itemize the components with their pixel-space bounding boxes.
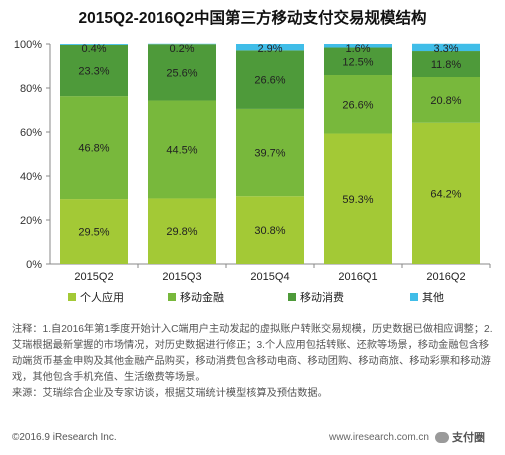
bar-segment xyxy=(324,44,392,48)
bar-segment xyxy=(412,43,480,52)
legend-label: 移动消费 xyxy=(300,290,344,304)
data-label: 59.3% xyxy=(342,194,373,206)
y-tick-label: 20% xyxy=(20,215,42,227)
legend-label: 个人应用 xyxy=(80,290,124,304)
data-label: 23.3% xyxy=(78,66,109,78)
data-label: 12.5% xyxy=(342,56,373,68)
y-tick-label: 0% xyxy=(26,259,42,271)
bar-segment xyxy=(324,133,392,264)
bar-segment xyxy=(412,122,480,264)
y-tick-label: 80% xyxy=(20,83,42,95)
legend-swatch xyxy=(68,293,76,301)
x-tick-label: 2015Q2 xyxy=(74,271,113,283)
data-label: 11.8% xyxy=(431,59,462,71)
data-label: 29.8% xyxy=(166,226,197,238)
site-url[interactable]: www.iresearch.com.cn xyxy=(328,431,429,443)
legend-label: 移动金融 xyxy=(180,290,224,304)
x-tick-label: 2015Q4 xyxy=(250,271,289,283)
bar-segment xyxy=(60,44,128,97)
y-tick-label: 60% xyxy=(20,127,42,139)
data-label: 1.6% xyxy=(345,43,370,55)
copyright-text: ©2016.9 iResearch Inc. xyxy=(12,432,117,443)
data-label: 64.2% xyxy=(430,188,461,200)
data-label: 26.6% xyxy=(342,99,373,111)
legend-label: 其他 xyxy=(422,291,444,304)
bar-segment xyxy=(60,199,128,264)
wechat-badge: 支付圈 xyxy=(435,429,485,445)
y-tick-label: 100% xyxy=(14,39,42,51)
data-label: 44.5% xyxy=(166,144,197,156)
chart-title: 2015Q2-2016Q2中国第三方移动支付交易规模结构 xyxy=(78,10,427,27)
data-label: 3.3% xyxy=(433,43,458,55)
data-label: 39.7% xyxy=(254,148,285,160)
bar-segment xyxy=(60,96,128,200)
bar-segment xyxy=(236,50,304,109)
data-label: 29.5% xyxy=(78,227,109,239)
data-label: 30.8% xyxy=(254,225,285,237)
data-label: 0.4% xyxy=(81,43,106,55)
bar-segment xyxy=(148,198,216,264)
legend-swatch xyxy=(168,293,176,301)
x-tick-label: 2015Q3 xyxy=(162,271,201,283)
bar-segment xyxy=(324,47,392,76)
bar-segment xyxy=(236,108,304,197)
note-annotation: 注释：1.自2016年第1季度开始计入C端用户主动发起的虚拟账户转账交易规模，历… xyxy=(12,324,493,383)
bar-segment xyxy=(324,75,392,134)
footer-right: www.iresearch.com.cn 支付圈 xyxy=(329,429,485,445)
chart-notes: 注释：1.自2016年第1季度开始计入C端用户主动发起的虚拟账户转账交易规模，历… xyxy=(12,322,498,402)
bar-segment xyxy=(148,44,216,101)
data-label: 25.6% xyxy=(166,67,197,79)
bar-segment xyxy=(60,44,128,45)
bar-segment xyxy=(236,196,304,264)
y-tick-label: 40% xyxy=(20,171,42,183)
bar-segment xyxy=(236,44,304,51)
data-label: 26.6% xyxy=(254,75,285,87)
bar-segment xyxy=(412,51,480,77)
bar-segment xyxy=(148,100,216,199)
legend-swatch xyxy=(288,293,296,301)
x-tick-label: 2016Q1 xyxy=(338,271,377,283)
data-label: 20.8% xyxy=(430,95,461,107)
wechat-name: 支付圈 xyxy=(452,432,485,444)
legend-swatch xyxy=(410,293,418,301)
data-label: 0.2% xyxy=(169,43,194,55)
stacked-bar-chart: 0% 20% 40% 60% 80% 100% 29.5% 46.8% 23.3% 0.4% 201… xyxy=(14,39,491,304)
x-tick-label: 2016Q2 xyxy=(426,271,465,283)
note-source: 来源：艾瑞综合企业及专家访谈，根据艾瑞统计模型核算及预估数据。 xyxy=(12,388,328,399)
bar-segment xyxy=(412,77,480,123)
data-label: 2.9% xyxy=(257,43,282,55)
wechat-icon xyxy=(435,431,449,443)
data-label: 46.8% xyxy=(78,143,109,155)
